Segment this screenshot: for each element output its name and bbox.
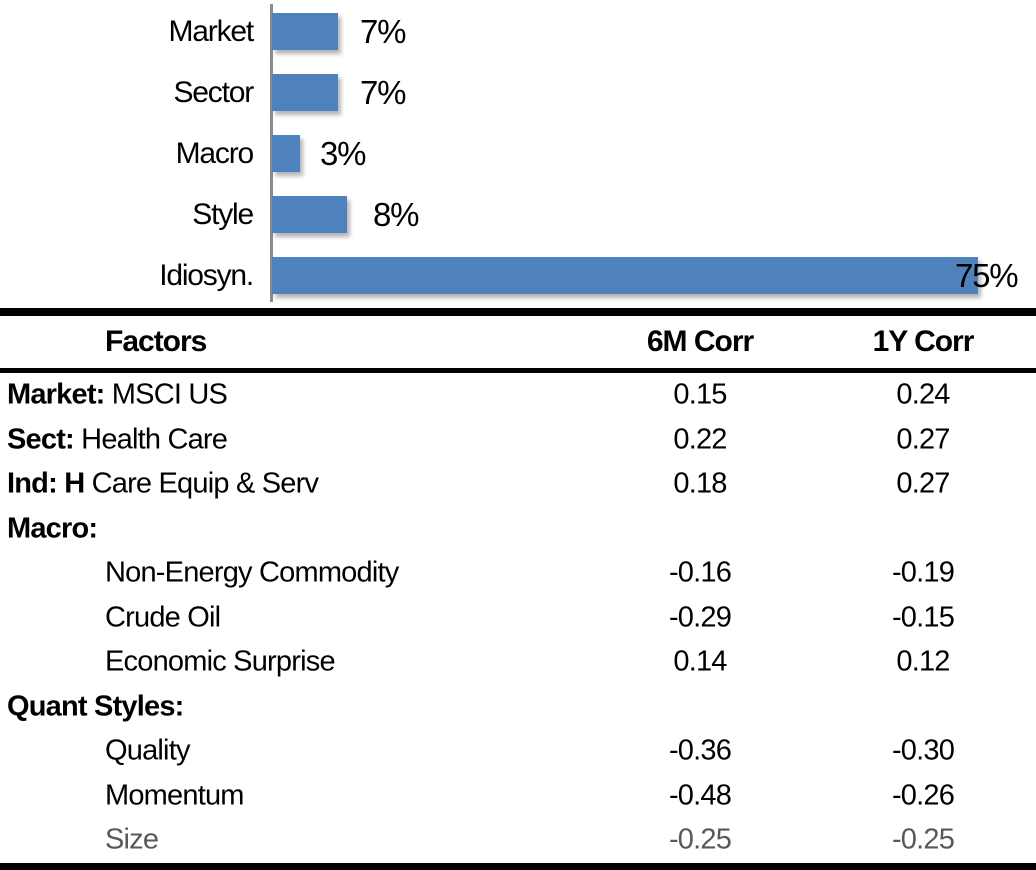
row-value-6m-corr: -0.16: [668, 556, 732, 589]
row-label-bold: Ind: H: [7, 467, 85, 500]
factor-correlation-table: Factors 6M Corr 1Y Corr Market: MSCI US 0…: [0, 308, 1036, 870]
row-label: Ind: H Care Equip & Serv: [7, 467, 319, 501]
bar-value-label: 3%: [320, 134, 367, 172]
table-top-rule: [0, 308, 1036, 316]
row-value-6m-corr: 0.15: [673, 378, 727, 411]
row-label-bold: Sect:: [7, 423, 75, 456]
bar-value-label: 8%: [373, 195, 420, 233]
row-value-6m-corr: -0.36: [668, 734, 732, 767]
bar-category-label: Sector: [173, 75, 254, 109]
row-value-6m-corr: -0.48: [668, 779, 732, 812]
bar-category-label: Style: [192, 197, 254, 231]
row-value-6m-corr: 0.18: [673, 467, 727, 500]
row-label-text: Health Care: [73, 423, 228, 456]
table-row: Size -0.25 -0.25: [0, 818, 1036, 863]
row-label: Quality: [105, 735, 190, 768]
table-row: Quality -0.36 -0.30: [0, 729, 1036, 774]
table-row: Market: MSCI US 0.15 0.24: [0, 373, 1036, 418]
row-label: Crude Oil: [105, 601, 221, 634]
row-label-text: Momentum: [105, 779, 244, 812]
row-label: Economic Surprise: [105, 645, 336, 679]
row-value-1y-corr: 0.27: [896, 423, 950, 456]
row-label-text: Economic Surprise: [105, 645, 336, 678]
column-header-factors: Factors: [105, 325, 207, 358]
row-label-text: Size: [105, 823, 159, 856]
row-value-1y-corr: -0.19: [891, 556, 955, 589]
factor-bar-chart: Market 7% Sector 7% Macro 3% Style 8% Idiosyn. 75…: [0, 0, 1036, 308]
row-value-6m-corr: -0.29: [668, 601, 732, 634]
table-header-row: Factors 6M Corr 1Y Corr: [0, 316, 1036, 368]
table-rows: Market: MSCI US 0.15 0.24 Sect: Health Care…: [0, 373, 1036, 863]
row-value-1y-corr: -0.25: [891, 823, 955, 856]
table-row: Economic Surprise 0.14 0.12: [0, 640, 1036, 685]
bar-category-label: Idiosyn.: [159, 258, 254, 292]
factor-bar: [272, 74, 338, 111]
row-label-bold: Market:: [7, 378, 105, 411]
table-row: Macro:: [0, 507, 1036, 552]
bar-category-label: Market: [168, 14, 255, 48]
row-label: Macro:: [7, 512, 98, 545]
table-row: Non-Energy Commodity -0.16 -0.19: [0, 551, 1036, 596]
row-label-bold: Macro:: [7, 512, 98, 545]
row-label-text: Quality: [105, 734, 190, 767]
bar-value-label: 7%: [360, 73, 407, 111]
factor-bar: [272, 257, 978, 294]
row-value-1y-corr: -0.15: [891, 601, 955, 634]
row-value-1y-corr: 0.27: [896, 467, 950, 500]
row-value-1y-corr: -0.26: [891, 779, 955, 812]
row-value-6m-corr: 0.14: [673, 645, 727, 678]
column-header-6m-corr: 6M Corr: [646, 325, 754, 358]
row-label-text: Crude Oil: [105, 601, 221, 634]
row-label: Momentum: [105, 779, 244, 812]
row-label: Sect: Health Care: [7, 423, 228, 456]
row-label-text: Non-Energy Commodity: [105, 556, 399, 589]
row-value-1y-corr: 0.12: [896, 645, 950, 678]
row-label: Market: MSCI US: [7, 378, 228, 412]
table-row: Sect: Health Care 0.22 0.27: [0, 418, 1036, 463]
table-header-rule: [0, 368, 1036, 373]
bar-value-label: 75%: [955, 256, 1019, 294]
chart-axis-line: [270, 4, 273, 302]
row-label-text: Care Equip & Serv: [84, 467, 319, 500]
row-label: Size: [105, 823, 159, 857]
row-label: Non-Energy Commodity: [105, 556, 399, 590]
table-row: Quant Styles:: [0, 685, 1036, 730]
table-bottom-rule: [0, 862, 1036, 870]
row-label-text: MSCI US: [104, 378, 228, 411]
factor-bar: [272, 13, 338, 50]
column-header-1y-corr: 1Y Corr: [872, 325, 975, 358]
table-row: Ind: H Care Equip & Serv 0.18 0.27: [0, 462, 1036, 507]
table-row: Momentum -0.48 -0.26: [0, 774, 1036, 819]
row-value-1y-corr: 0.24: [896, 378, 950, 411]
row-label-bold: Quant Styles:: [7, 690, 184, 723]
table-row: Crude Oil -0.29 -0.15: [0, 596, 1036, 641]
factor-bar: [272, 135, 300, 172]
row-label: Quant Styles:: [7, 690, 184, 723]
row-value-6m-corr: -0.25: [668, 823, 732, 856]
bar-category-label: Macro: [175, 136, 255, 170]
row-value-1y-corr: -0.30: [891, 734, 955, 767]
factor-bar: [272, 196, 347, 233]
row-value-6m-corr: 0.22: [673, 423, 727, 456]
bar-value-label: 7%: [360, 12, 407, 50]
